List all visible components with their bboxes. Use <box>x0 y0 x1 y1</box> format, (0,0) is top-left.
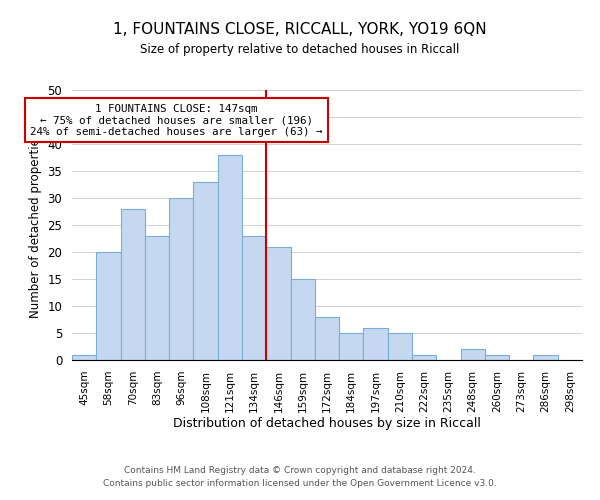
Bar <box>485 354 509 360</box>
Bar <box>339 333 364 360</box>
Bar <box>145 236 169 360</box>
Bar <box>290 279 315 360</box>
Bar <box>193 182 218 360</box>
Bar <box>169 198 193 360</box>
Text: 1, FOUNTAINS CLOSE, RICCALL, YORK, YO19 6QN: 1, FOUNTAINS CLOSE, RICCALL, YORK, YO19 … <box>113 22 487 38</box>
Bar <box>266 246 290 360</box>
Bar <box>218 155 242 360</box>
Bar <box>412 354 436 360</box>
Bar <box>364 328 388 360</box>
Bar <box>242 236 266 360</box>
Text: Size of property relative to detached houses in Riccall: Size of property relative to detached ho… <box>140 42 460 56</box>
Bar <box>315 317 339 360</box>
Y-axis label: Number of detached properties: Number of detached properties <box>29 132 42 318</box>
Bar <box>461 349 485 360</box>
Bar <box>388 333 412 360</box>
Bar <box>72 354 96 360</box>
Text: Contains HM Land Registry data © Crown copyright and database right 2024.
Contai: Contains HM Land Registry data © Crown c… <box>103 466 497 487</box>
Bar <box>533 354 558 360</box>
Text: 1 FOUNTAINS CLOSE: 147sqm
← 75% of detached houses are smaller (196)
24% of semi: 1 FOUNTAINS CLOSE: 147sqm ← 75% of detac… <box>30 104 323 136</box>
Bar <box>96 252 121 360</box>
Bar <box>121 209 145 360</box>
X-axis label: Distribution of detached houses by size in Riccall: Distribution of detached houses by size … <box>173 418 481 430</box>
